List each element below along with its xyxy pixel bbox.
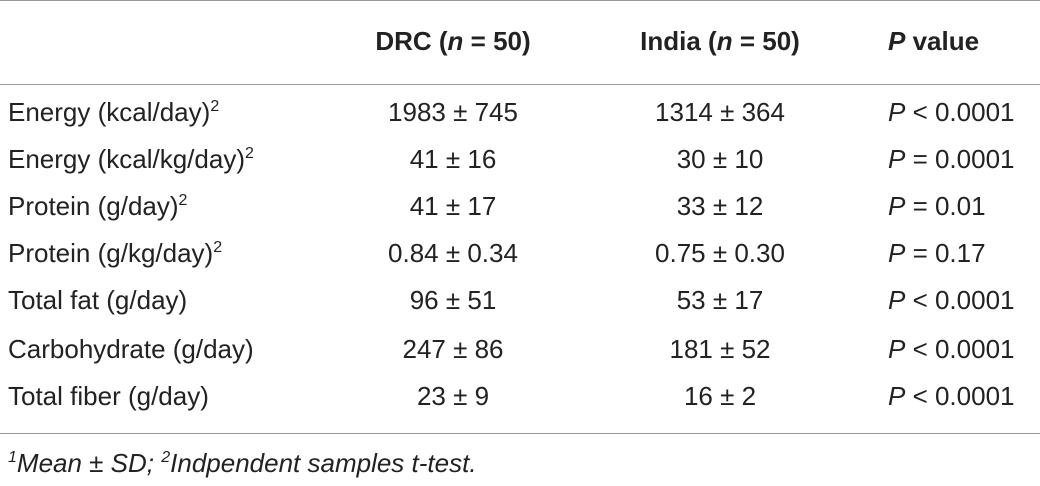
p-value-text: < 0.0001 bbox=[905, 381, 1015, 411]
cell-india: 16 ± 2 bbox=[683, 381, 757, 411]
cell-drc: 0.84 ± 0.34 bbox=[388, 238, 518, 268]
p-letter: P bbox=[888, 285, 906, 315]
cell-drc: 96 ± 51 bbox=[409, 285, 497, 315]
footnote-marker: 2 bbox=[213, 239, 223, 256]
cell-drc: 23 ± 9 bbox=[416, 381, 490, 411]
cell-p-value: P < 0.0001 bbox=[888, 334, 1015, 364]
cell-india: 30 ± 10 bbox=[676, 144, 764, 174]
table-bottom-rule bbox=[0, 433, 1040, 434]
cell-drc: 1983 ± 745 bbox=[388, 97, 518, 127]
cell-p-value: P = 0.17 bbox=[888, 238, 986, 268]
row-label-text: Protein (g/day) bbox=[8, 191, 179, 221]
cell-india: 53 ± 17 bbox=[676, 285, 764, 315]
cell-india: 1314 ± 364 bbox=[655, 97, 785, 127]
header-drc: DRC (n = 50) bbox=[375, 26, 531, 56]
cell-p-value: P = 0.01 bbox=[888, 191, 986, 221]
header-p-value: P value bbox=[888, 26, 980, 56]
cell-india: 33 ± 12 bbox=[676, 191, 764, 221]
footnote-marker: 2 bbox=[244, 145, 254, 162]
row-label: Protein (g/kg/day)2 bbox=[8, 238, 222, 268]
p-value-text: < 0.0001 bbox=[905, 285, 1015, 315]
footnote-marker: 2 bbox=[178, 192, 188, 209]
cell-drc: 41 ± 17 bbox=[409, 191, 497, 221]
p-letter: P bbox=[888, 238, 906, 268]
cell-drc: 41 ± 16 bbox=[409, 144, 497, 174]
p-value-text: = 0.01 bbox=[905, 191, 986, 221]
row-label: Total fiber (g/day) bbox=[8, 381, 209, 411]
p-value-text: = 0.0001 bbox=[905, 144, 1015, 174]
row-label-text: Total fat (g/day) bbox=[8, 285, 188, 315]
cell-p-value: P < 0.0001 bbox=[888, 97, 1015, 127]
cell-india: 181 ± 52 bbox=[669, 334, 771, 364]
table-footnote: 1Mean ± SD; 2Indpendent samples t-test. bbox=[8, 448, 477, 478]
cell-drc: 247 ± 86 bbox=[402, 334, 504, 364]
p-letter: P bbox=[888, 334, 906, 364]
row-label-text: Protein (g/kg/day) bbox=[8, 238, 214, 268]
cell-p-value: P < 0.0001 bbox=[888, 285, 1015, 315]
row-label: Energy (kcal/day)2 bbox=[8, 97, 219, 127]
cell-p-value: P < 0.0001 bbox=[888, 381, 1015, 411]
p-value-text: < 0.0001 bbox=[905, 97, 1015, 127]
row-label-text: Energy (kcal/day) bbox=[8, 97, 211, 127]
p-value-text: < 0.0001 bbox=[905, 334, 1015, 364]
row-label: Carbohydrate (g/day) bbox=[8, 334, 254, 364]
row-label: Energy (kcal/kg/day)2 bbox=[8, 144, 254, 174]
cell-india: 0.75 ± 0.30 bbox=[655, 238, 785, 268]
row-label: Protein (g/day)2 bbox=[8, 191, 187, 221]
p-letter: P bbox=[888, 144, 906, 174]
p-letter: P bbox=[888, 97, 906, 127]
cell-p-value: P = 0.0001 bbox=[888, 144, 1015, 174]
footnote-marker: 2 bbox=[210, 98, 220, 115]
row-label-text: Energy (kcal/kg/day) bbox=[8, 144, 245, 174]
p-letter: P bbox=[888, 381, 906, 411]
p-letter: P bbox=[888, 191, 906, 221]
header-rule bbox=[0, 84, 1040, 85]
row-label: Total fat (g/day) bbox=[8, 285, 187, 315]
row-label-text: Carbohydrate (g/day) bbox=[8, 334, 254, 364]
header-india: India (n = 50) bbox=[640, 26, 800, 56]
p-value-text: = 0.17 bbox=[905, 238, 986, 268]
table-top-rule bbox=[0, 0, 1040, 1]
row-label-text: Total fiber (g/day) bbox=[8, 381, 209, 411]
